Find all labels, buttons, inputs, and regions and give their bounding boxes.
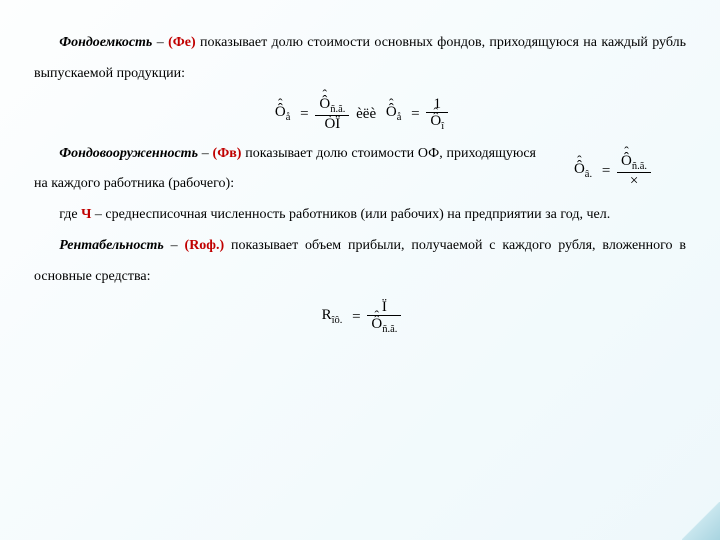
formula-rentabelnost: Rîô. = Ï Ôñ.ã.	[34, 299, 686, 336]
formula-fondoemkost: Ôå = Ôñ.ã. ÒÏ èëè Ôå = 1 Ôî	[34, 96, 686, 133]
term-fondoemkost: Фондоемкость	[59, 35, 152, 50]
dash: –	[152, 35, 168, 50]
symbol-fv: (Фв)	[213, 146, 242, 161]
paragraph-where-ch: где Ч – среднесписочная численность рабо…	[34, 200, 686, 231]
paragraph-fondovooruzhennost: Фондовооруженность – (Фв) показывает дол…	[34, 139, 536, 201]
text: – среднесписочная численность работников…	[91, 207, 610, 222]
page-curl-decoration	[682, 502, 720, 540]
term-rentabelnost: Рентабельность	[59, 238, 164, 253]
symbol-ch: Ч	[81, 207, 91, 222]
text-pre: где	[59, 207, 81, 222]
paragraph-fondoemkost: Фондоемкость – (Фе) показывает долю стои…	[34, 28, 686, 90]
dash: –	[164, 238, 185, 253]
formula-fondovooruzhennost: Ôâ. = Ôñ.ã. ×	[536, 153, 686, 190]
symbol-fe: (Фе)	[168, 35, 196, 50]
term-fondovooruzhennost: Фондовооруженность	[59, 146, 198, 161]
paragraph-rentabelnost: Рентабельность – (Rоф.) показывает объем…	[34, 231, 686, 293]
dash: –	[198, 146, 213, 161]
symbol-rof: (Rоф.)	[185, 238, 225, 253]
